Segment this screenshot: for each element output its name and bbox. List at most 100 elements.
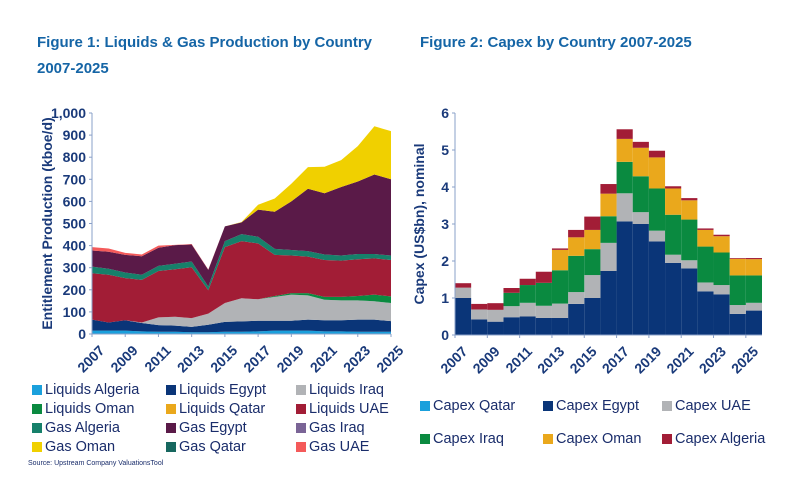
bar-capex-oman [584, 229, 601, 250]
area-liquids-egypt [92, 319, 391, 333]
legend-label: Gas Egypt [179, 420, 247, 436]
y-tick-label: 6 [441, 105, 449, 121]
figure-2-title: Figure 2: Capex by Country 2007-2025 [420, 34, 692, 51]
bar-capex-algeria [600, 184, 617, 194]
bar-capex-oman [648, 157, 666, 189]
bar-capex-iraq [648, 188, 666, 231]
bar-capex-uae [455, 287, 472, 298]
legend-swatch [166, 442, 176, 452]
y-axis-label: Capex (US$bn), nominal [411, 143, 427, 304]
legend-swatch [32, 442, 42, 452]
legend-swatch [32, 385, 42, 395]
figure-1-title: Figure 1: Liquids & Gas Production by Co… [37, 34, 373, 77]
legend-item: Gas Egypt [166, 420, 247, 436]
bar-capex-algeria [584, 216, 601, 230]
bar-capex-egypt [471, 319, 488, 335]
legend-item: Gas Iraq [296, 420, 365, 436]
bar-capex-oman [729, 258, 746, 276]
y-tick-label: 0 [441, 327, 449, 343]
bar-capex-algeria [535, 271, 552, 283]
legend-label: Liquids Algeria [45, 382, 140, 398]
bar-capex-egypt [455, 298, 472, 335]
bar-capex-oman [551, 249, 569, 271]
bar-capex-oman [665, 188, 682, 215]
bar-capex-algeria [616, 129, 633, 139]
bar-capex-algeria [519, 278, 536, 286]
y-tick-label: 0 [78, 326, 86, 342]
legend-label: Liquids Iraq [309, 382, 384, 398]
legend-item: Liquids Algeria [32, 382, 139, 398]
x-tick-label: 2009 [469, 343, 502, 376]
bar-capex-uae [697, 282, 714, 292]
bar-capex-uae [616, 193, 633, 222]
legend-swatch [662, 401, 672, 411]
bar-capex-egypt [519, 316, 536, 335]
bar-capex-oman [616, 138, 633, 162]
legend-item: Gas Oman [32, 439, 115, 455]
bar-capex-uae [519, 302, 536, 317]
bar-capex-algeria [665, 186, 682, 189]
x-tick-label: 2021 [663, 343, 696, 376]
legend-label: Liquids Qatar [179, 401, 266, 417]
legend-swatch [296, 442, 306, 452]
bar-capex-egypt [584, 298, 601, 335]
bar-capex-oman [600, 193, 617, 217]
bar-capex-egypt [535, 317, 552, 335]
bar-capex-uae [487, 309, 504, 322]
bar-capex-algeria [487, 303, 504, 310]
legend-swatch [166, 404, 176, 414]
bar-capex-algeria [632, 141, 649, 148]
x-tick-label: 2017 [599, 343, 632, 376]
legend-item: Liquids Oman [32, 401, 134, 417]
bar-capex-iraq [632, 176, 649, 213]
y-tick-label: 600 [63, 193, 87, 209]
legend-item: Liquids Egypt [166, 382, 266, 398]
legend-label: Gas Iraq [309, 420, 365, 436]
bar-capex-uae [648, 230, 666, 242]
y-tick-label: 400 [63, 238, 87, 254]
bar-capex-algeria [455, 283, 472, 288]
legend-label: Capex Qatar [433, 398, 516, 414]
legend-swatch [166, 423, 176, 433]
bar-capex-egypt [487, 321, 504, 335]
bar-capex-iraq [551, 270, 569, 304]
legend-item: Gas Qatar [166, 439, 246, 455]
y-tick-label: 2 [441, 253, 449, 269]
bar-capex-iraq [600, 216, 617, 243]
legend-label: Gas Qatar [179, 439, 246, 455]
legend-swatch [543, 434, 553, 444]
legend-label: Capex Algeria [675, 431, 766, 447]
bar-capex-iraq [697, 246, 714, 283]
y-tick-label: 100 [63, 304, 87, 320]
legend-swatch [296, 423, 306, 433]
x-tick-label: 2013 [534, 343, 567, 376]
legend-swatch [32, 423, 42, 433]
area-gas-egypt [92, 174, 391, 287]
bar-capex-iraq [584, 249, 601, 276]
y-tick-label: 200 [63, 282, 87, 298]
bar-capex-uae [568, 292, 585, 304]
y-tick-label: 800 [63, 149, 87, 165]
legend-item: Gas UAE [296, 439, 369, 455]
bar-capex-iraq [745, 275, 762, 303]
legend-swatch [166, 385, 176, 395]
bar-capex-iraq [616, 161, 633, 194]
legend-item: Liquids Iraq [296, 382, 384, 398]
legend-label: Capex Oman [556, 431, 642, 447]
bar-capex-iraq [568, 255, 585, 293]
bar-capex-uae [551, 303, 569, 318]
y-tick-label: 1,000 [51, 105, 86, 121]
legend-item: Liquids UAE [296, 401, 389, 417]
legend-item: Capex Iraq [420, 431, 504, 447]
legend-label: Gas Algeria [45, 420, 120, 436]
legend-label: Liquids Oman [45, 401, 135, 417]
bar-capex-egypt [729, 313, 746, 335]
x-tick-label: 2011 [502, 343, 535, 376]
bar-capex-uae [584, 275, 601, 298]
bar-capex-uae [535, 305, 552, 318]
bar-capex-uae [471, 309, 488, 320]
bar-capex-oman [568, 237, 585, 256]
bar-capex-egypt [681, 268, 698, 335]
bar-capex-egypt [665, 262, 682, 335]
bar-capex-iraq [713, 252, 730, 286]
